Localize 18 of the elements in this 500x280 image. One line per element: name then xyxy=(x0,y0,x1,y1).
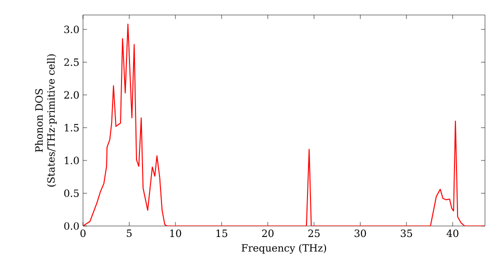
y-axis-title: Phonon DOS (States/THz·primitive cell) xyxy=(35,54,57,187)
x-tick-label: 0 xyxy=(80,230,86,238)
y-tick-label: 1.5 xyxy=(64,124,79,132)
y-tick-label: 2.0 xyxy=(64,91,79,99)
x-axis-title: Frequency (THz) xyxy=(242,244,326,254)
x-tick-label: 30 xyxy=(354,230,366,238)
y-tick-label: 1.0 xyxy=(64,156,79,164)
x-tick-label: 15 xyxy=(216,230,228,238)
y-tick-label: 0.0 xyxy=(64,222,79,230)
x-tick-label: 35 xyxy=(400,230,412,238)
y-tick-label: 0.5 xyxy=(64,189,79,198)
x-tick-label: 20 xyxy=(262,230,274,238)
y-tick-label: 2.5 xyxy=(64,58,79,66)
y-tick-label: 3.0 xyxy=(64,26,79,34)
x-tick-label: 40 xyxy=(446,230,458,238)
x-tick-label: 10 xyxy=(170,230,182,238)
x-tick-label: 5 xyxy=(126,230,132,237)
x-tick-label: 25 xyxy=(308,230,320,238)
